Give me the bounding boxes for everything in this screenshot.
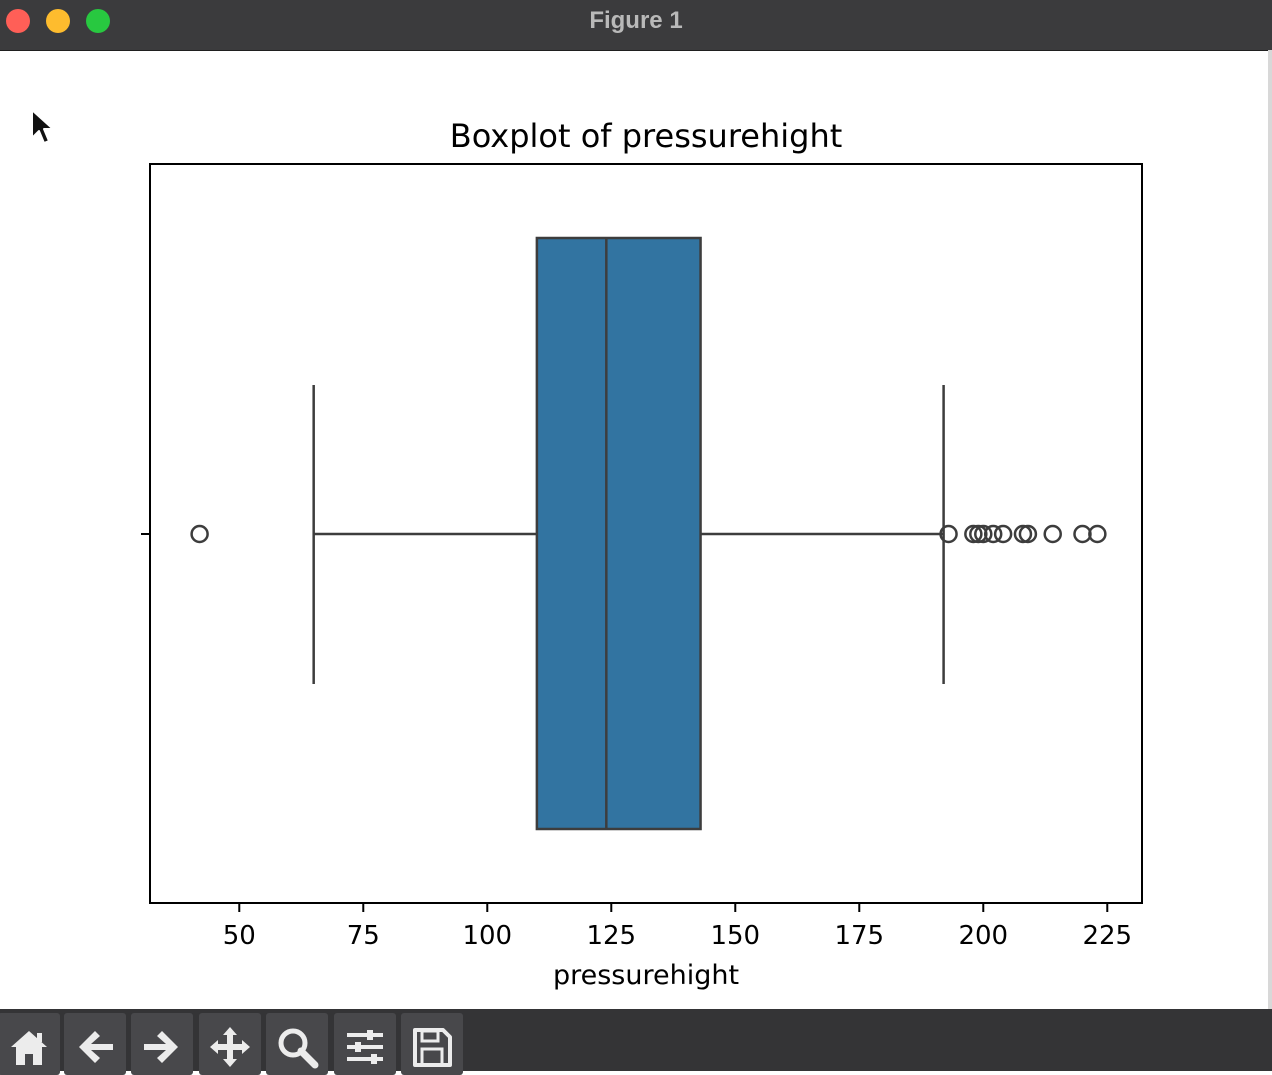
outlier-point	[1073, 524, 1092, 544]
x-tick-label: 75	[347, 921, 380, 951]
window-minimize-button[interactable]	[46, 9, 70, 33]
outlier-point	[974, 524, 993, 544]
back-arrow-icon	[79, 1031, 113, 1063]
x-axis-label: pressurehight	[553, 960, 739, 991]
save-button[interactable]	[401, 1013, 463, 1075]
outlier-point	[1088, 524, 1107, 544]
x-tick-label: 225	[1082, 921, 1132, 951]
outlier-point	[983, 524, 1003, 544]
magnifier-icon	[278, 1028, 319, 1069]
configure-subplots-button[interactable]	[334, 1013, 396, 1075]
x-tick-label: 50	[223, 921, 256, 951]
matplotlib-toolbar	[0, 1009, 1272, 1075]
window-title: Figure 1	[589, 7, 683, 34]
home-button[interactable]	[0, 1013, 60, 1075]
iqr-box	[535, 236, 702, 831]
floppy-disk-icon	[413, 1028, 452, 1067]
window-right-edge	[1268, 50, 1272, 1010]
chart-title: Boxplot of pressurehight	[450, 117, 843, 155]
boxplot-figure: Boxplot of pressurehight 50 75 100 125 150 17…	[141, 117, 1143, 991]
outlier-point	[1018, 524, 1038, 544]
zoom-button[interactable]	[266, 1013, 328, 1075]
pan-button[interactable]	[199, 1013, 261, 1075]
sliders-icon	[347, 1030, 383, 1064]
back-button[interactable]	[64, 1013, 126, 1075]
mouse-pointer-icon	[31, 109, 54, 144]
outlier-point	[190, 524, 209, 544]
window-close-button[interactable]	[6, 9, 30, 33]
forward-arrow-icon	[144, 1031, 178, 1063]
window-titlebar: Figure 1	[0, 0, 1272, 51]
x-tick-label: 100	[462, 921, 512, 951]
window-maximize-button[interactable]	[86, 9, 110, 33]
forward-button[interactable]	[131, 1013, 193, 1075]
chart-marks: 50 75 100 125 150 175 200 225	[141, 236, 1132, 951]
outlier-point	[939, 524, 958, 544]
x-tick-label: 125	[586, 921, 636, 951]
outlier-point	[964, 524, 983, 544]
move-icon	[210, 1027, 250, 1067]
x-tick-label: 150	[710, 921, 760, 951]
x-tick-label: 200	[958, 921, 1008, 951]
outlier-point	[993, 524, 1013, 544]
x-tick-label: 175	[834, 921, 884, 951]
outlier-point	[1043, 524, 1062, 544]
home-icon	[11, 1031, 47, 1065]
outlier-point	[1013, 524, 1033, 544]
